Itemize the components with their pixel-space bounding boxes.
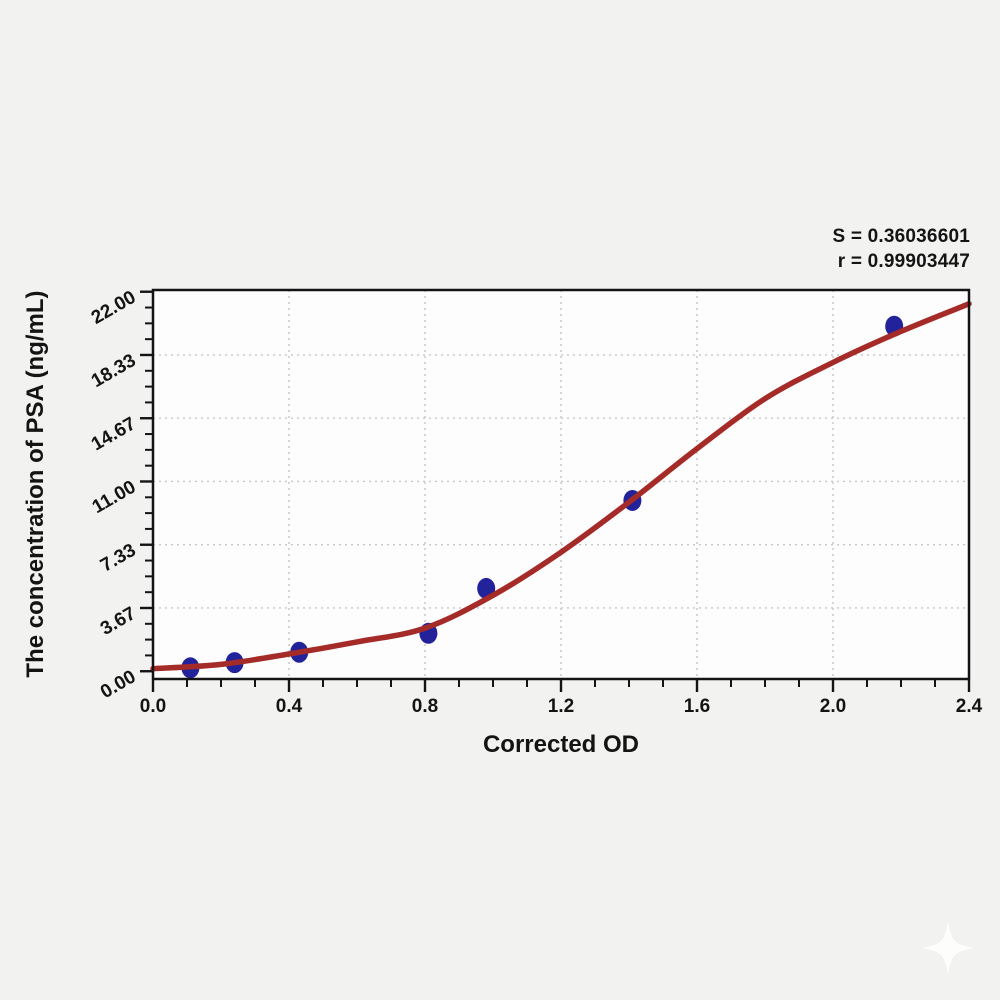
x-tick-label: 0.0 [140,696,166,717]
x-axis-title: Corrected OD [482,731,640,758]
y-tick-label: 14.67 [88,413,140,455]
y-tick-label: 3.67 [97,603,140,640]
plot-frame [151,288,971,681]
x-tick-label: 0.8 [412,696,438,717]
y-tick-label: 11.00 [89,477,140,518]
fit-stat-r: r = 0.99903447 [837,251,970,272]
fit-stat-s: S = 0.36036601 [832,226,970,247]
sparkle-star-icon [922,922,974,974]
x-tick-label: 2.4 [956,696,983,717]
y-axis-title: The concentration of PSA (ng/mL) [22,290,49,678]
fit-statistics: S = 0.36036601 r = 0.99903447 [832,224,970,274]
x-tick-label: 2.0 [820,696,846,717]
x-tick-label: 0.4 [276,696,303,717]
y-tick-label: 22.00 [88,287,140,329]
x-tick-label: 1.2 [548,696,574,717]
y-tick-label: 18.33 [88,350,140,392]
standard-curve [150,301,972,672]
y-tick-label: 0.00 [97,666,140,703]
x-tick-label: 1.6 [684,696,710,717]
y-tick-label: 7.33 [97,540,140,577]
